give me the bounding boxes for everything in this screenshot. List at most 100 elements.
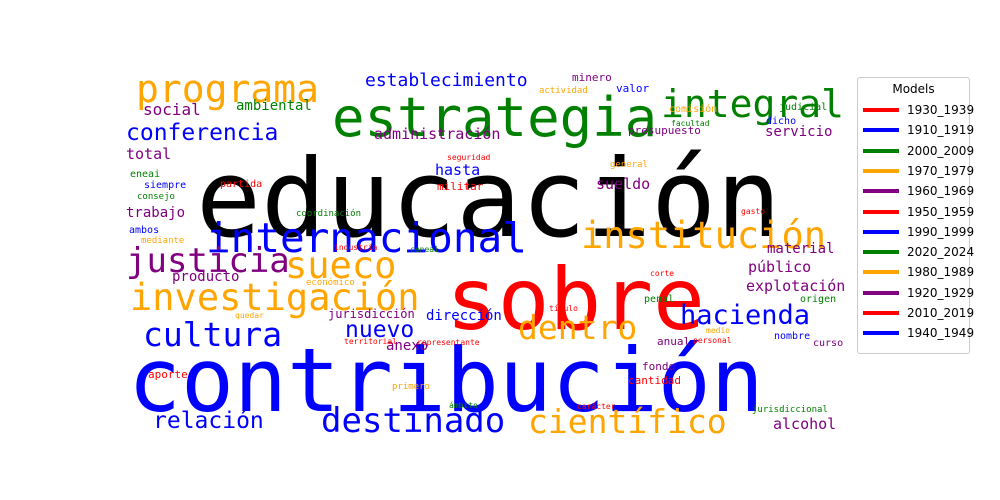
word-52: gasto (741, 207, 765, 216)
word-34: alcohol (773, 415, 836, 433)
legend-item-1960_1969: 1960_1969 (863, 183, 974, 199)
word-46: militar (437, 180, 484, 193)
legend-swatch (863, 148, 899, 153)
word-72: cantidad (628, 374, 681, 387)
word-3: estrategia (332, 86, 657, 149)
legend-swatch (863, 229, 899, 234)
word-7: institución (581, 214, 826, 257)
word-36: minero (572, 71, 612, 84)
word-54: mediante (141, 236, 184, 246)
word-76: jurisdiccional (752, 405, 828, 415)
legend: Models 1930_1939 1910_1919 2000_2009 1970_1… (857, 77, 974, 354)
legend-label: 1930_1939 (907, 103, 975, 117)
word-66: anual (657, 335, 690, 348)
legend-item-1940_1949: 1940_1949 (863, 325, 974, 341)
word-67: curso (813, 338, 843, 349)
word-5: programa (136, 67, 319, 111)
legend-label: 1950_1959 (907, 204, 975, 219)
word-12: dentro (518, 308, 637, 347)
word-44: seguridad (447, 153, 491, 162)
word-57: corte (650, 269, 674, 278)
word-30: producto (172, 269, 239, 285)
legend-item-1970_1979: 1970_1979 (863, 163, 974, 179)
word-18: nuevo (345, 317, 414, 343)
word-29: público (748, 258, 811, 276)
word-62: quedar (235, 311, 264, 320)
word-73: primero (392, 382, 430, 392)
legend-label: 1940_1949 (907, 326, 975, 341)
word-25: hasta (435, 161, 480, 179)
word-37: valor (616, 82, 649, 95)
word-14: científico (528, 402, 727, 441)
legend-item-1920_1929: 1920_1929 (863, 285, 974, 301)
word-17: relación (153, 408, 264, 434)
word-9: sueco (285, 244, 396, 287)
word-40: judicial (779, 102, 827, 113)
word-45: general (610, 160, 648, 170)
legend-item-2020_2024: 2020_2024 (863, 244, 974, 260)
legend-swatch (863, 168, 899, 173)
word-11: cultura (143, 315, 282, 354)
word-28: material (767, 241, 834, 257)
word-38: actividad (539, 86, 588, 96)
word-69: representante (417, 338, 480, 347)
legend-swatch (863, 189, 899, 194)
word-49: partida (220, 179, 262, 190)
legend-swatch (863, 331, 899, 336)
word-63: medio (706, 326, 730, 335)
word-1: contribución (128, 329, 764, 432)
legend-item-1950_1959: 1950_1959 (863, 204, 974, 220)
word-71: fondo (642, 360, 675, 373)
word-31: explotación (746, 277, 845, 295)
word-26: sueldo (596, 175, 650, 193)
legend-label: 2010_2019 (907, 306, 975, 320)
word-58: económico (306, 277, 355, 288)
legend-item-1910_1919: 1910_1919 (863, 122, 974, 138)
word-19: establecimiento (365, 70, 528, 91)
legend-item-1980_1989: 1980_1989 (863, 264, 974, 280)
word-42: facultad (671, 119, 710, 128)
word-51: coordinación (296, 208, 361, 219)
legend-label: 1960_1969 (907, 184, 975, 199)
legend-item-1990_1999: 1990_1999 (863, 224, 974, 240)
legend-label: 1910_1919 (907, 123, 975, 138)
legend-swatch (863, 128, 899, 133)
word-22: administración (374, 125, 500, 143)
word-47: eneai (130, 169, 160, 180)
legend-title: Models (892, 82, 935, 96)
word-41: dicho (766, 116, 796, 127)
word-39: comisión (669, 103, 717, 115)
word-21: ambiental (236, 98, 312, 114)
legend-swatch (863, 311, 899, 315)
word-65: personal (693, 336, 732, 345)
legend-label: 2000_2009 (907, 143, 975, 158)
legend-label: 1990_1999 (907, 224, 975, 239)
legend-item-1930_1939: 1930_1939 (863, 102, 974, 118)
word-43: presupuesto (628, 124, 701, 137)
legend-swatch (863, 290, 899, 295)
word-23: servicio (765, 124, 832, 140)
legend-swatch (863, 108, 899, 112)
legend-swatch (863, 250, 899, 255)
word-24: total (126, 145, 171, 163)
word-10: justicia (126, 241, 290, 281)
word-48: siempre (144, 180, 186, 191)
word-60: penal (644, 294, 674, 305)
legend-swatch (863, 270, 899, 275)
legend-label: 1920_1929 (907, 285, 975, 300)
word-70: aporte (148, 368, 188, 381)
word-20: social (143, 100, 201, 119)
word-61: título (549, 304, 578, 313)
word-13: destinado (321, 401, 505, 441)
legend-item-2010_2019: 2010_2019 (863, 305, 974, 321)
word-64: nombre (774, 331, 810, 342)
word-68: territorial (344, 337, 397, 346)
legend-label: 1980_1989 (907, 265, 975, 280)
word-27: trabajo (126, 205, 185, 221)
word-0: educación (196, 137, 781, 262)
word-56: ceneai (410, 245, 439, 254)
word-15: hacienda (680, 300, 810, 331)
word-55: industria (334, 243, 378, 252)
